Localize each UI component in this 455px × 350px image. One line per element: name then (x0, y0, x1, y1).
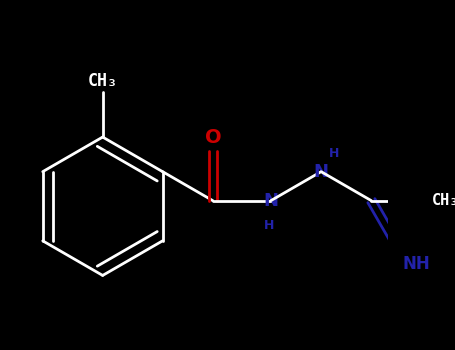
Text: CH₃: CH₃ (88, 72, 118, 90)
Text: H: H (263, 219, 274, 232)
Text: CH₃: CH₃ (432, 193, 455, 208)
Text: NH: NH (403, 256, 430, 273)
Text: H: H (329, 147, 340, 160)
Text: N: N (263, 192, 278, 210)
Text: N: N (313, 163, 329, 181)
Text: O: O (204, 128, 221, 147)
